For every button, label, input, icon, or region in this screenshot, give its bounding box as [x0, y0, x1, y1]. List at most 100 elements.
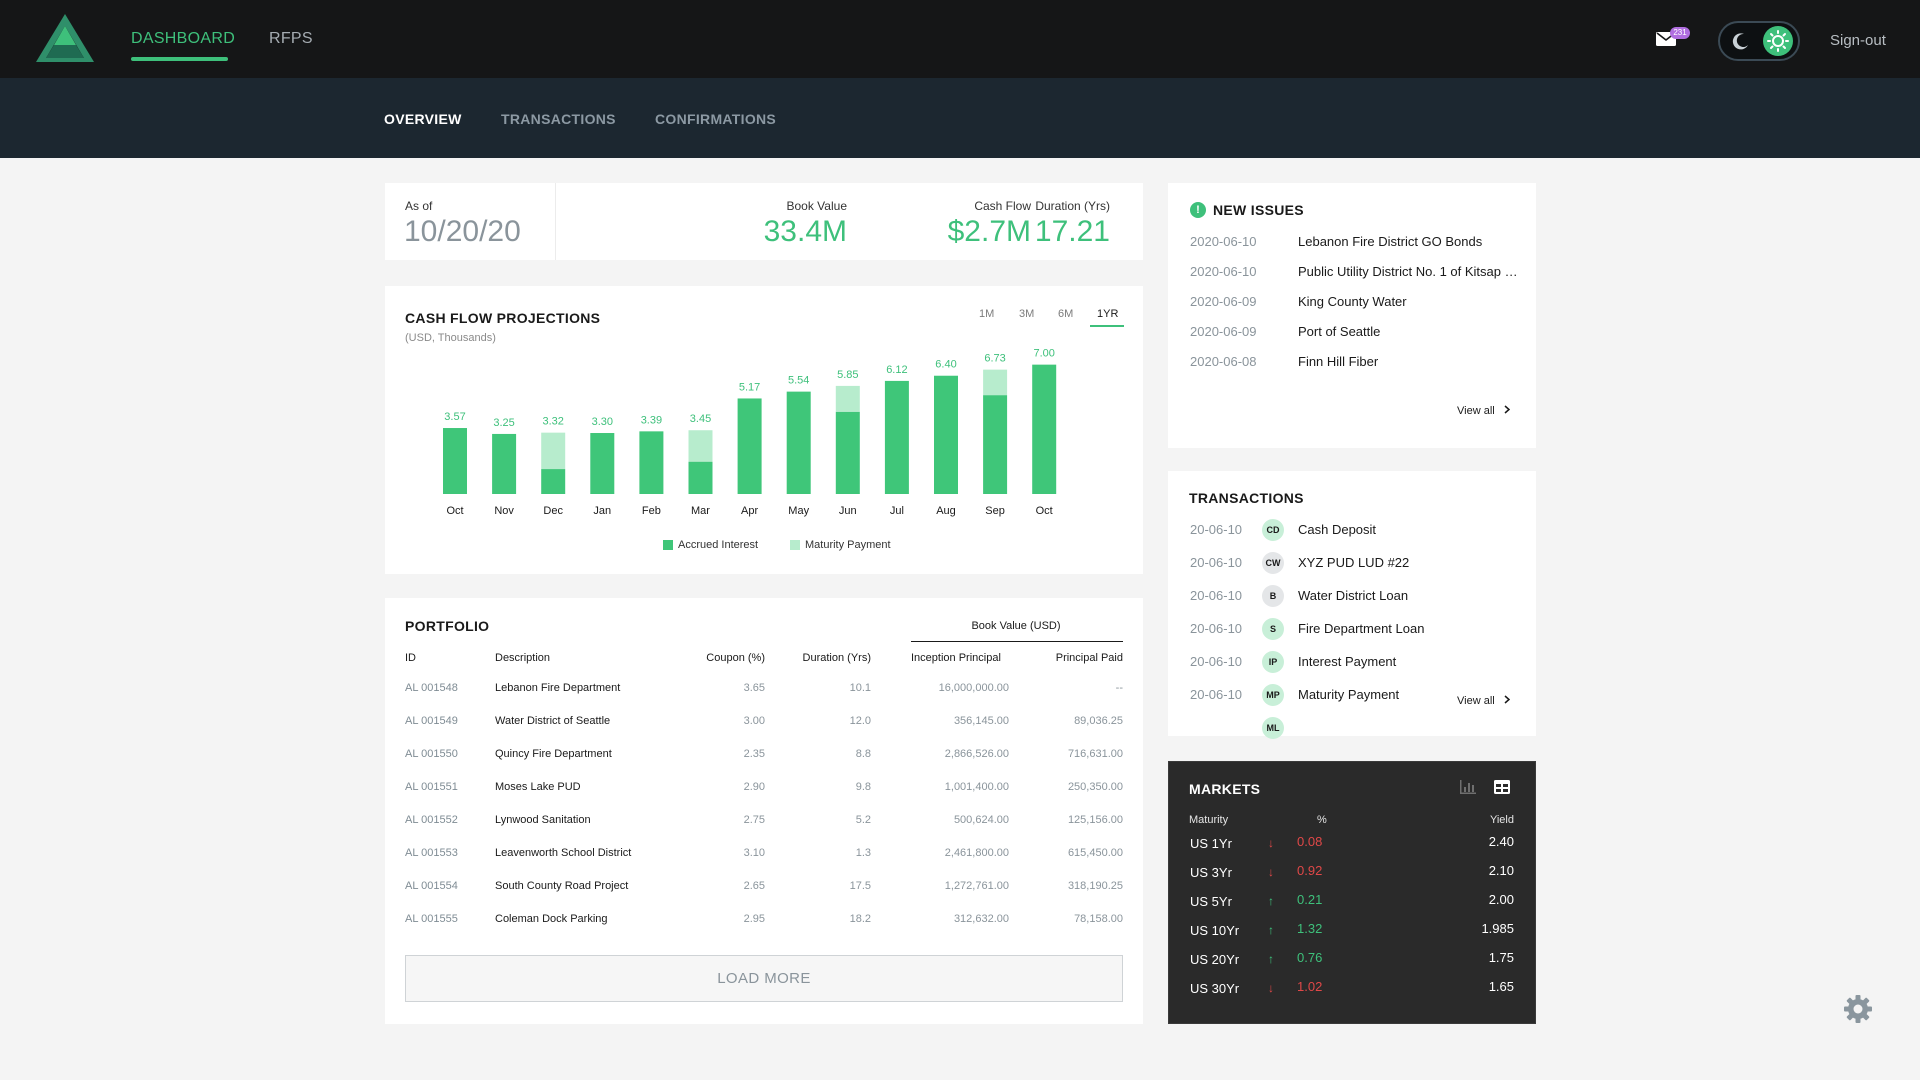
book-value: 33.4M [763, 215, 847, 248]
transaction-date: 20-06-10 [1190, 654, 1243, 669]
bar-accrued-interest[interactable] [983, 395, 1008, 494]
transactions-view-all[interactable]: View all [1457, 695, 1510, 707]
row-id[interactable]: AL 001553 [405, 847, 458, 859]
bar-accrued-interest[interactable] [1032, 364, 1057, 494]
col-header-id[interactable]: ID [405, 652, 416, 664]
nav-rfps[interactable]: RFPS [269, 30, 313, 47]
sign-out-link[interactable]: Sign-out [1830, 32, 1886, 49]
bar-accrued-interest[interactable] [884, 380, 909, 494]
row-id[interactable]: AL 001548 [405, 682, 458, 694]
transaction-type-badge: B [1262, 585, 1284, 607]
transaction-name[interactable]: Maturity Payment [1298, 687, 1400, 702]
new-issues-view-all[interactable]: View all [1457, 405, 1510, 417]
transaction-type-badge: IP [1262, 651, 1284, 673]
bar-chart-icon[interactable] [1459, 779, 1477, 795]
issue-name[interactable]: Port of Seattle [1298, 324, 1381, 339]
transaction-date: 20-06-10 [1190, 588, 1243, 603]
tab-transactions[interactable]: TRANSACTIONS [501, 111, 616, 127]
theme-toggle[interactable] [1718, 21, 1800, 61]
transaction-name[interactable]: Fire Department Loan [1298, 621, 1425, 636]
bar-accrued-interest[interactable] [492, 433, 517, 494]
bar-accrued-interest[interactable] [443, 428, 467, 494]
logo-icon[interactable] [34, 12, 96, 64]
market-yield: 1.65 [1488, 979, 1514, 994]
table-row[interactable]: AL 001550 Quincy Fire Department 2.35 8.8 2,… [385, 748, 1143, 768]
load-more-button[interactable]: LOAD MORE [405, 955, 1123, 1002]
issue-date: 2020-06-09 [1190, 324, 1257, 339]
table-row[interactable]: AL 001554 South County Road Project 2.65 17… [385, 880, 1143, 900]
transaction-name[interactable]: Cash Deposit [1298, 522, 1377, 537]
transaction-name[interactable]: XYZ PUD LUD #22 [1298, 555, 1410, 570]
bar-maturity-payment[interactable] [835, 385, 860, 412]
chevron-right-icon [1504, 405, 1510, 417]
as-of-date: 10/20/20 [404, 215, 521, 248]
row-principal-paid: 78,158.00 [1074, 913, 1123, 925]
legend-swatch-accrued [663, 540, 673, 550]
table-row[interactable]: AL 001555 Coleman Dock Parking 2.95 18.2 312… [385, 913, 1143, 933]
row-description: Quincy Fire Department [495, 748, 612, 760]
sub-nav: OVERVIEW TRANSACTIONS CONFIRMATIONS [0, 78, 1920, 158]
bar-accrued-interest[interactable] [639, 431, 664, 494]
transaction-type-badge: CW [1262, 552, 1284, 574]
row-id[interactable]: AL 001554 [405, 880, 458, 892]
table-icon[interactable] [1493, 779, 1511, 795]
range-tab-3m[interactable]: 3M [1019, 308, 1035, 320]
bar-total-label: 5.17 [739, 381, 760, 393]
bar-accrued-interest[interactable] [688, 461, 713, 494]
row-coupon: 2.35 [743, 748, 765, 760]
cash-flow-subtitle: (USD, Thousands) [405, 332, 496, 344]
bar-accrued-interest[interactable] [786, 391, 811, 494]
bar-maturity-payment[interactable] [983, 369, 1008, 396]
row-id[interactable]: AL 001555 [405, 913, 458, 925]
col-header-duration[interactable]: Duration (Yrs) [802, 652, 871, 664]
gear-icon[interactable] [1843, 994, 1873, 1024]
tab-overview[interactable]: OVERVIEW [384, 111, 462, 127]
table-row[interactable]: AL 001551 Moses Lake PUD 2.90 9.8 1,001,400.… [385, 781, 1143, 801]
bar-accrued-interest[interactable] [541, 469, 566, 494]
issue-name[interactable]: Public Utility District No. 1 of Kitsap … [1298, 264, 1520, 279]
row-id[interactable]: AL 001549 [405, 715, 458, 727]
transaction-name[interactable]: Water District Loan [1298, 588, 1409, 603]
issue-name[interactable]: King County Water [1298, 294, 1407, 309]
range-tab-1m[interactable]: 1M [979, 308, 995, 320]
row-description: Lynwood Sanitation [495, 814, 591, 826]
bar-maturity-payment[interactable] [541, 432, 566, 470]
bar-total-label: 6.12 [886, 364, 907, 376]
issue-name[interactable]: Lebanon Fire District GO Bonds [1298, 234, 1483, 249]
transaction-name[interactable]: Interest Payment [1298, 654, 1397, 669]
bar-total-label: 3.57 [444, 411, 465, 423]
row-duration: 17.5 [849, 880, 871, 892]
market-maturity: US 30Yr [1190, 981, 1240, 996]
table-row[interactable]: AL 001552 Lynwood Sanitation 2.75 5.2 500,62… [385, 814, 1143, 834]
row-coupon: 2.65 [743, 880, 765, 892]
row-principal-paid: 89,036.25 [1074, 715, 1123, 727]
bar-accrued-interest[interactable] [590, 433, 615, 494]
nav-dashboard[interactable]: DASHBOARD [131, 30, 236, 47]
col-header-coupon[interactable]: Coupon (%) [706, 652, 765, 664]
table-row[interactable]: AL 001549 Water District of Seattle 3.00 12… [385, 715, 1143, 735]
table-row[interactable]: AL 001548 Lebanon Fire Department 3.65 10.1… [385, 682, 1143, 702]
transaction-date: 20-06-10 [1190, 555, 1243, 570]
issue-name[interactable]: Finn Hill Fiber [1298, 354, 1379, 369]
bar-accrued-interest[interactable] [934, 375, 958, 494]
row-coupon: 2.75 [743, 814, 765, 826]
row-id[interactable]: AL 001550 [405, 748, 458, 760]
row-description: Moses Lake PUD [495, 781, 581, 793]
nav-active-indicator [131, 57, 228, 61]
row-id[interactable]: AL 001551 [405, 781, 458, 793]
col-header-inception-principal[interactable]: Inception Principal [911, 652, 1001, 664]
col-header-principal-paid[interactable]: Principal Paid [1055, 652, 1123, 664]
range-tab-1yr[interactable]: 1YR [1097, 308, 1119, 320]
bar-accrued-interest[interactable] [737, 398, 762, 494]
row-id[interactable]: AL 001552 [405, 814, 458, 826]
transactions-card: TRANSACTIONS 20-06-10 CD Cash Deposit 20-06… [1168, 471, 1536, 739]
markets-card: MARKETS Maturity % Yield US 1Yr ↓ 0.08 2.40… [1168, 761, 1536, 1024]
bar-maturity-payment[interactable] [688, 430, 713, 462]
tab-confirmations[interactable]: CONFIRMATIONS [655, 111, 777, 127]
range-tab-6m[interactable]: 6M [1058, 308, 1074, 320]
market-change-pct: 1.32 [1297, 921, 1323, 936]
col-header-description[interactable]: Description [495, 652, 551, 664]
bar-accrued-interest[interactable] [835, 411, 860, 494]
table-row[interactable]: AL 001553 Leavenworth School District 3.10… [385, 847, 1143, 867]
row-coupon: 3.00 [743, 715, 765, 727]
